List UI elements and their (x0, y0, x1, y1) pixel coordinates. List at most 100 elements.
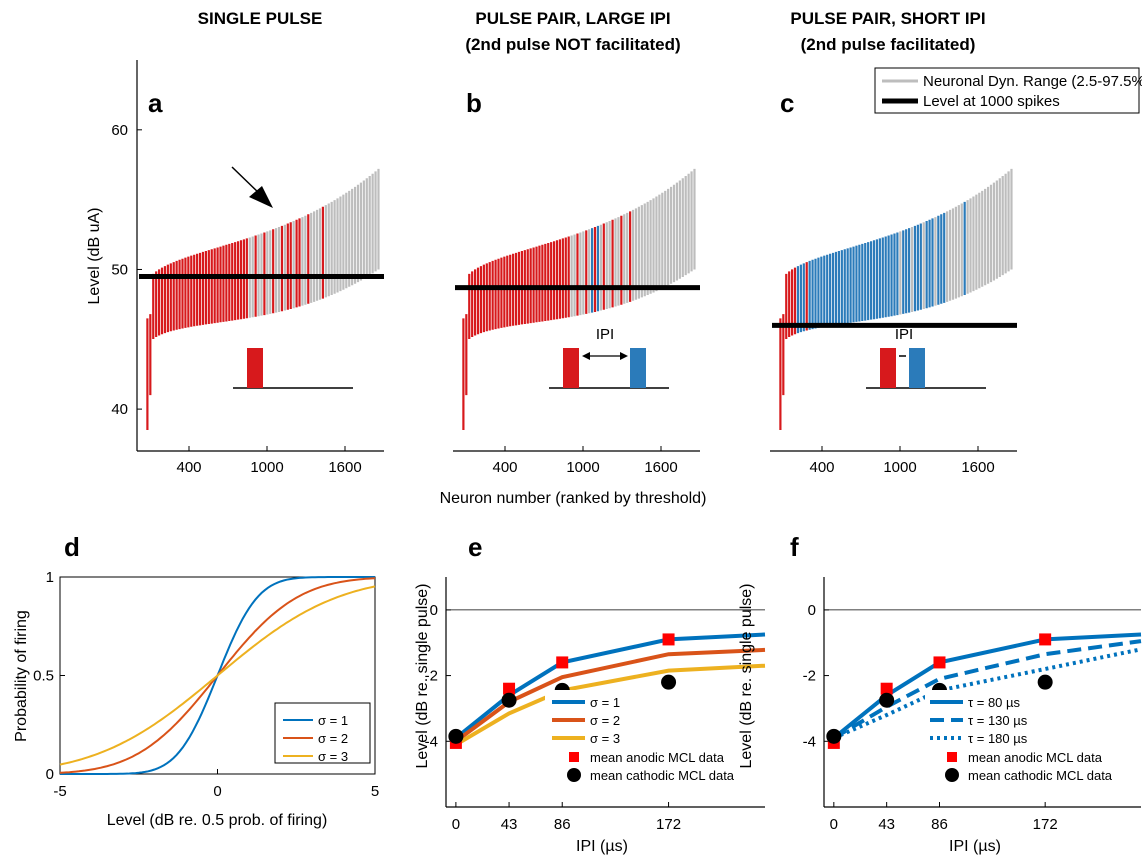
y-tick-label: 40 (111, 401, 128, 418)
bars-c (772, 168, 1017, 431)
shared-xlabel: Neuron number (ranked by threshold) (440, 490, 707, 507)
ticks-c: 400 1000 1600 (809, 446, 995, 476)
panel-b: b 400 1000 1600 IPI (453, 88, 700, 476)
title-a: SINGLE PULSE (198, 9, 323, 28)
legend-label: mean anodic MCL data (590, 750, 725, 765)
legend-marker-cathodic (567, 768, 581, 782)
y-tick-label: 0 (808, 602, 816, 619)
legend-label: τ = 80 µs (968, 695, 1021, 710)
legend-label: σ = 1 (590, 695, 620, 710)
ylabel-a: Level (dB uA) (86, 208, 103, 305)
cathodic-data-marker (826, 728, 842, 744)
y-tick-label: -4 (803, 733, 816, 750)
panel-letter-f: f (790, 532, 799, 562)
x-tick-label: 1000 (566, 459, 599, 476)
anodic-data-marker (662, 633, 675, 646)
x-tick-label: 43 (878, 816, 895, 833)
panel-d: d Probability of firing Level (dB re. 0.… (13, 532, 379, 829)
x-tick-label: 0 (452, 816, 460, 833)
cathodic-data-marker (879, 692, 895, 708)
model-curve-1 (832, 639, 1142, 740)
xlabel-d: Level (dB re. 0.5 prob. of firing) (107, 812, 328, 829)
panel-f: f Level (dB re. single pulse) IPI (µs) 0… (738, 532, 1142, 855)
legend-marker-cathodic (945, 768, 959, 782)
x-tick-label: 86 (554, 816, 571, 833)
x-tick-label: 1600 (644, 459, 677, 476)
curves-d (59, 576, 376, 775)
ylabel-d: Probability of firing (13, 610, 30, 742)
x-tick-label: 86 (931, 816, 948, 833)
panel-letter-e: e (468, 532, 482, 562)
x-tick-label: 43 (501, 816, 518, 833)
ipi-arrowhead-left-b (582, 352, 590, 360)
bars-a (139, 168, 384, 431)
panel-letter-c: c (780, 88, 794, 118)
panel-letter-b: b (466, 88, 482, 118)
y-tick-label: 0 (430, 602, 438, 619)
y-tick-label: -4 (425, 733, 438, 750)
x-tick-label: 400 (492, 459, 517, 476)
panel-a: a Level (dB uA) 400 1000 1600 40 50 60 (86, 60, 384, 476)
legend-label-level: Level at 1000 spikes (923, 93, 1060, 110)
legend-label: mean cathodic MCL data (968, 768, 1113, 783)
anodic-pulse-c (880, 348, 896, 388)
x-tick-label: 1000 (883, 459, 916, 476)
ticks-d: -5 0 500.51 (33, 569, 379, 800)
title-b-line1: PULSE PAIR, LARGE IPI (475, 9, 670, 28)
x-tick-label: 172 (656, 816, 681, 833)
legend-d: σ = 1 σ = 2 σ = 3 (283, 713, 348, 764)
legend-f: τ = 80 µs τ = 130 µs τ = 180 µs mean anodic… (930, 695, 1113, 783)
x-tick-label: 0 (830, 816, 838, 833)
cathodic-data-marker (661, 674, 677, 690)
x-tick-label: 5 (371, 783, 379, 800)
legend-label-range: Neuronal Dyn. Range (2.5-97.5%) (923, 73, 1142, 90)
x-tick-label: 1000 (250, 459, 283, 476)
legend-marker-anodic (569, 752, 579, 762)
anodic-data-marker (1039, 633, 1052, 646)
sigmoid-curve-3 (59, 585, 376, 766)
y-tick-label: 50 (111, 261, 128, 278)
anodic-data-marker (503, 682, 516, 695)
legend-label: σ = 2 (590, 713, 620, 728)
legend-marker-anodic (947, 752, 957, 762)
x-tick-label: 0 (213, 783, 221, 800)
y-tick-label: 60 (111, 122, 128, 139)
anodic-data-marker (556, 656, 569, 669)
title-c-line2: (2nd pulse facilitated) (801, 35, 976, 54)
cathodic-data-marker (501, 692, 517, 708)
bars-b (455, 168, 700, 431)
ticks-a: 400 1000 1600 40 50 60 (111, 122, 361, 476)
model-curve-1 (454, 647, 766, 743)
ylabel-e: Level (dB re. single pulse) (414, 584, 431, 769)
x-tick-label: 400 (809, 459, 834, 476)
legend-box-d (274, 702, 371, 764)
panel-e: e Level (dB re. single pulse) IPI (µs) 0… (414, 532, 766, 855)
x-tick-label: 1600 (328, 459, 361, 476)
y-tick-label: -2 (425, 668, 438, 685)
x-tick-label: 1600 (961, 459, 994, 476)
x-tick-label: 400 (176, 459, 201, 476)
xlabel-e: IPI (µs) (576, 838, 628, 855)
ipi-arrowhead-right-b (620, 352, 628, 360)
ipi-label-c: IPI (895, 326, 913, 343)
anodic-data-marker (880, 682, 893, 695)
ipi-label-b: IPI (596, 326, 614, 343)
y-tick-label: 0.5 (33, 668, 54, 685)
panel-letter-a: a (148, 88, 163, 118)
y-tick-label: -2 (803, 668, 816, 685)
plot-f: 0 -2 -4 0 43 86 172 (803, 577, 1142, 833)
title-b-line2: (2nd pulse NOT facilitated) (465, 35, 680, 54)
xlabel-f: IPI (µs) (949, 838, 1001, 855)
title-c-line1: PULSE PAIR, SHORT IPI (790, 9, 985, 28)
legend-label: σ = 3 (590, 731, 620, 746)
annotation-arrow-head (249, 186, 273, 208)
legend-label: σ = 1 (318, 713, 348, 728)
ticks-b: 400 1000 1600 (492, 446, 678, 476)
panel-c: c 400 1000 1600 IPI Neuronal Dyn. Range (2… (770, 67, 1142, 476)
x-tick-label: 172 (1033, 816, 1058, 833)
anodic-pulse-a (247, 348, 263, 388)
x-tick-label: -5 (53, 783, 66, 800)
cathodic-data-marker (1037, 674, 1053, 690)
legend-label: mean cathodic MCL data (590, 768, 735, 783)
